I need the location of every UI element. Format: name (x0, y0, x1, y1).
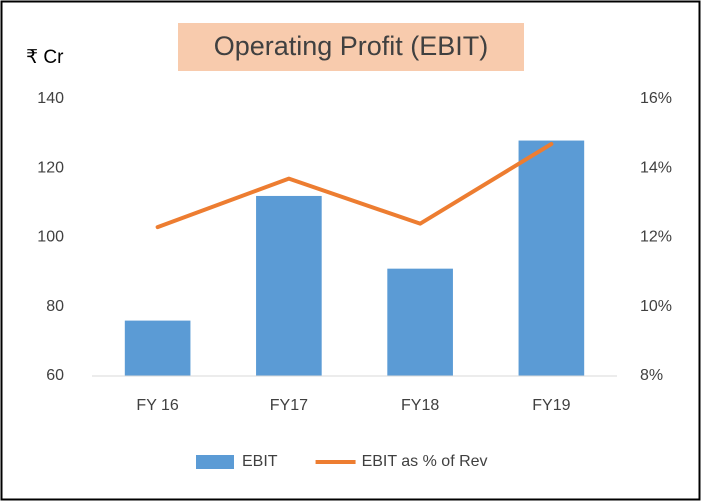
x-tick-label: FY 16 (136, 397, 179, 414)
title-background (178, 23, 524, 71)
chart-title: Operating Profit (EBIT) (214, 31, 489, 61)
legend-label: EBIT (242, 453, 278, 470)
bar (124, 320, 191, 376)
x-tick-label: FY17 (270, 397, 308, 414)
y-tick-label: 120 (37, 159, 64, 176)
y2-tick-label: 12% (640, 229, 672, 246)
y2-tick-label: 8% (640, 367, 663, 384)
y-tick-label: 80 (46, 298, 64, 315)
x-tick-label: FY19 (532, 397, 570, 414)
y-tick-label: 100 (37, 229, 64, 246)
y-tick-label: 140 (37, 90, 64, 107)
bar (518, 140, 585, 376)
y-tick-label: 60 (46, 367, 64, 384)
bar (256, 195, 322, 376)
y2-tick-label: 16% (640, 90, 672, 107)
bar (387, 268, 453, 376)
y2-tick-label: 14% (640, 159, 672, 176)
y2-tick-label: 10% (640, 298, 672, 315)
y-axis-label: ₹ Cr (26, 47, 64, 68)
legend-label: EBIT as % of Rev (362, 453, 488, 470)
line (155, 142, 554, 230)
x-tick-label: FY18 (401, 397, 439, 414)
legend-swatch (196, 455, 234, 469)
